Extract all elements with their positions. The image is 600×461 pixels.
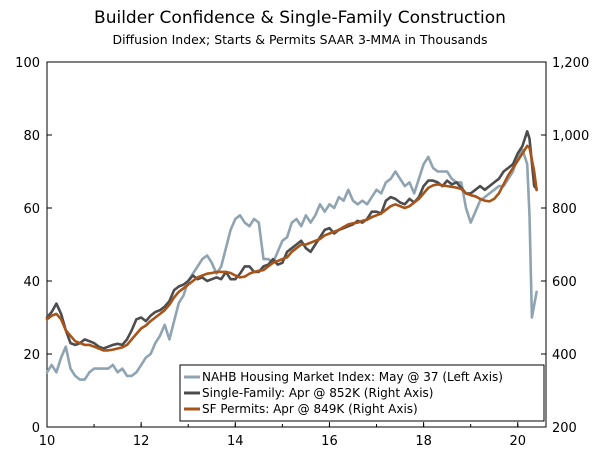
plot-area bbox=[46, 61, 547, 428]
sf-permits-line bbox=[45, 144, 538, 352]
x-tick-label: 14 bbox=[227, 434, 244, 449]
chart-title: Builder Confidence & Single-Family Const… bbox=[94, 8, 506, 28]
left-tick-label: 100 bbox=[15, 56, 40, 71]
right-tick-label: 600 bbox=[552, 275, 577, 290]
right-tick-label: 800 bbox=[552, 202, 577, 217]
legend-item-sf-permits-label: SF Permits: Apr @ 849K (Right Axis) bbox=[202, 402, 418, 416]
right-tick-label: 1,000 bbox=[552, 129, 589, 144]
left-tick-label: 80 bbox=[23, 129, 40, 144]
left-tick-label: 0 bbox=[32, 421, 40, 436]
legend-item-single-family-label: Single-Family: Apr @ 852K (Right Axis) bbox=[202, 386, 433, 400]
right-tick-label: 1,200 bbox=[552, 56, 589, 71]
legend-item-nahb-label: NAHB Housing Market Index: May @ 37 (Lef… bbox=[202, 370, 503, 384]
single-family-starts-line bbox=[45, 130, 538, 350]
left-tick-label: 40 bbox=[23, 275, 40, 290]
right-tick-label: 400 bbox=[552, 348, 577, 363]
nahb-index-line bbox=[45, 148, 538, 381]
x-tick-label: 20 bbox=[509, 434, 526, 449]
x-tick-label: 16 bbox=[321, 434, 338, 449]
x-tick-label: 12 bbox=[133, 434, 150, 449]
right-tick-label: 200 bbox=[552, 421, 577, 436]
left-tick-label: 20 bbox=[23, 348, 40, 363]
x-tick-label: 18 bbox=[415, 434, 432, 449]
x-tick-label: 10 bbox=[39, 434, 56, 449]
legend: NAHB Housing Market Index: May @ 37 (Lef… bbox=[179, 364, 545, 422]
legend-box bbox=[179, 364, 545, 422]
left-tick-label: 60 bbox=[23, 202, 40, 217]
chart-subtitle: Diffusion Index; Starts & Permits SAAR 3… bbox=[112, 32, 488, 47]
